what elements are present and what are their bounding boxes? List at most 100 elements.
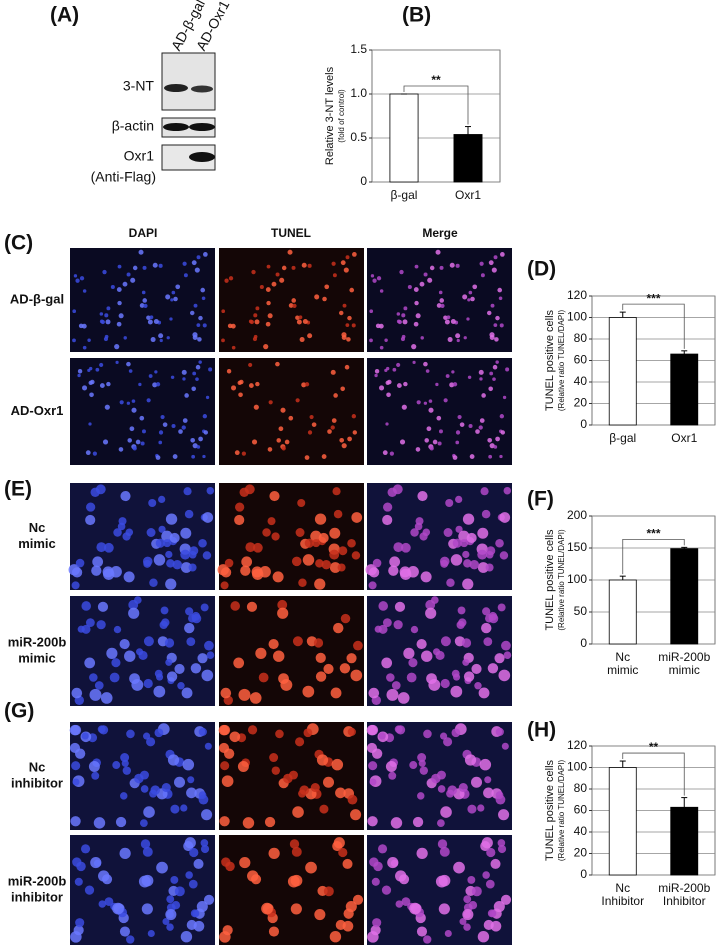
cell xyxy=(117,264,122,269)
micrograph xyxy=(70,358,215,465)
cell xyxy=(503,651,512,660)
cell xyxy=(368,567,380,578)
cell xyxy=(196,323,201,327)
cell xyxy=(367,724,379,736)
cell xyxy=(198,315,203,321)
cell xyxy=(166,336,170,340)
cell xyxy=(399,269,404,275)
cell xyxy=(194,267,200,273)
cell xyxy=(295,398,300,403)
cell xyxy=(119,400,124,405)
cell xyxy=(77,373,81,378)
cell xyxy=(304,382,310,387)
cell xyxy=(500,894,512,905)
cell xyxy=(165,513,178,525)
cell xyxy=(136,648,144,656)
cell xyxy=(455,495,463,504)
cell xyxy=(440,806,452,818)
cell xyxy=(439,846,450,857)
cell xyxy=(385,380,390,386)
cell xyxy=(99,319,104,324)
cell xyxy=(487,437,493,443)
cell xyxy=(281,446,286,451)
cell xyxy=(71,761,81,771)
cell xyxy=(420,336,424,340)
cell xyxy=(477,804,485,812)
cell xyxy=(339,663,351,674)
cell xyxy=(443,315,448,320)
cell xyxy=(124,650,136,662)
x-tick-label: β-gal xyxy=(391,188,418,202)
cell xyxy=(298,578,307,587)
cell xyxy=(117,300,122,306)
cell xyxy=(203,430,209,435)
cell xyxy=(268,847,280,859)
cell xyxy=(238,688,251,701)
cell xyxy=(332,273,337,278)
cell xyxy=(96,542,107,553)
cell xyxy=(378,624,388,634)
cell xyxy=(259,566,271,578)
cell xyxy=(382,450,388,456)
cell xyxy=(72,338,76,343)
cell xyxy=(206,486,215,495)
cell xyxy=(198,727,207,737)
cell xyxy=(70,816,81,827)
cell xyxy=(488,260,494,266)
cell xyxy=(443,398,448,403)
cell xyxy=(141,903,153,915)
cell xyxy=(483,637,493,647)
cell xyxy=(172,559,183,570)
cell xyxy=(122,281,128,287)
cell xyxy=(438,874,451,887)
cell xyxy=(129,673,140,684)
cell xyxy=(247,870,259,882)
cell xyxy=(469,454,475,459)
cell xyxy=(369,309,374,314)
cell xyxy=(497,287,503,293)
cell xyxy=(451,370,455,374)
cell xyxy=(234,514,245,526)
cell xyxy=(90,856,102,869)
y-tick-label: 100 xyxy=(567,310,587,324)
cell xyxy=(182,377,186,381)
cell xyxy=(150,785,161,795)
cell xyxy=(265,287,271,292)
y-axis-label: (Relative ratio TUNEL/DAPI) xyxy=(557,310,566,412)
cell xyxy=(109,672,120,683)
cell xyxy=(403,306,408,311)
cell xyxy=(229,731,241,743)
cell xyxy=(499,323,504,328)
cell xyxy=(310,783,320,793)
cell xyxy=(242,817,255,829)
cell xyxy=(415,313,421,319)
cell xyxy=(433,648,441,656)
cell xyxy=(333,393,338,398)
cell xyxy=(103,542,114,553)
cell xyxy=(459,422,465,427)
y-tick-label: 1.0 xyxy=(350,86,367,100)
row-label: (Anti-Flag) xyxy=(91,169,156,185)
cell xyxy=(159,338,163,343)
band xyxy=(189,123,215,131)
cell xyxy=(180,549,191,560)
cell xyxy=(291,846,302,857)
cell xyxy=(419,281,425,287)
cell xyxy=(110,566,122,578)
cell xyxy=(70,931,82,943)
cell xyxy=(140,441,145,446)
cell xyxy=(493,901,505,913)
cell xyxy=(338,310,344,316)
cell xyxy=(466,317,470,321)
cell xyxy=(206,651,215,660)
cell xyxy=(400,542,411,553)
blot-frame xyxy=(161,52,216,111)
cell xyxy=(140,839,151,849)
cell xyxy=(203,252,208,257)
cell xyxy=(177,682,185,690)
cell xyxy=(91,565,102,576)
cell xyxy=(255,647,267,659)
cell xyxy=(351,323,356,328)
cell xyxy=(81,624,91,634)
cell xyxy=(343,267,349,273)
